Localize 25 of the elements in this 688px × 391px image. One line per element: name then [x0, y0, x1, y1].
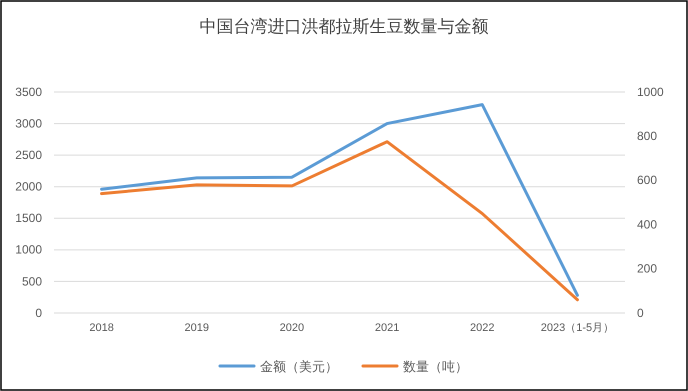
y-tick-label: 3000: [15, 116, 42, 130]
x-tick-label: 2018: [89, 322, 114, 334]
y-tick-label: 1500: [15, 211, 42, 226]
chart-title: 中国台湾进口洪都拉斯生豆数量与金额: [200, 17, 488, 37]
y2-tick-label: 1000: [637, 84, 664, 99]
y-tick-label: 2000: [15, 180, 42, 194]
y2-tick-label: 200: [637, 262, 658, 276]
legend-label: 金额（美元）: [260, 359, 338, 375]
y-tick-label: 2500: [15, 148, 42, 162]
line-series: [100, 140, 579, 302]
legend-label: 数量（吨）: [403, 360, 468, 375]
y2-tick-label: 600: [637, 173, 658, 188]
y2-tick-label: 400: [637, 217, 658, 232]
x-tick-label: 2021: [374, 322, 400, 334]
x-tick-label: 2020: [280, 322, 304, 334]
y-tick-label: 0: [35, 306, 42, 320]
x-tick-label: 2019: [184, 322, 209, 334]
line-series: [100, 103, 579, 297]
y-tick-label: 3500: [15, 84, 42, 99]
x-tick-label: 2023（1-5月）: [540, 322, 614, 334]
y-tick-label: 500: [22, 274, 42, 288]
y2-tick-label: 0: [637, 306, 644, 320]
x-tick-label: 2022: [470, 322, 494, 334]
y2-tick-label: 800: [637, 129, 658, 144]
y-tick-label: 1000: [15, 242, 42, 257]
